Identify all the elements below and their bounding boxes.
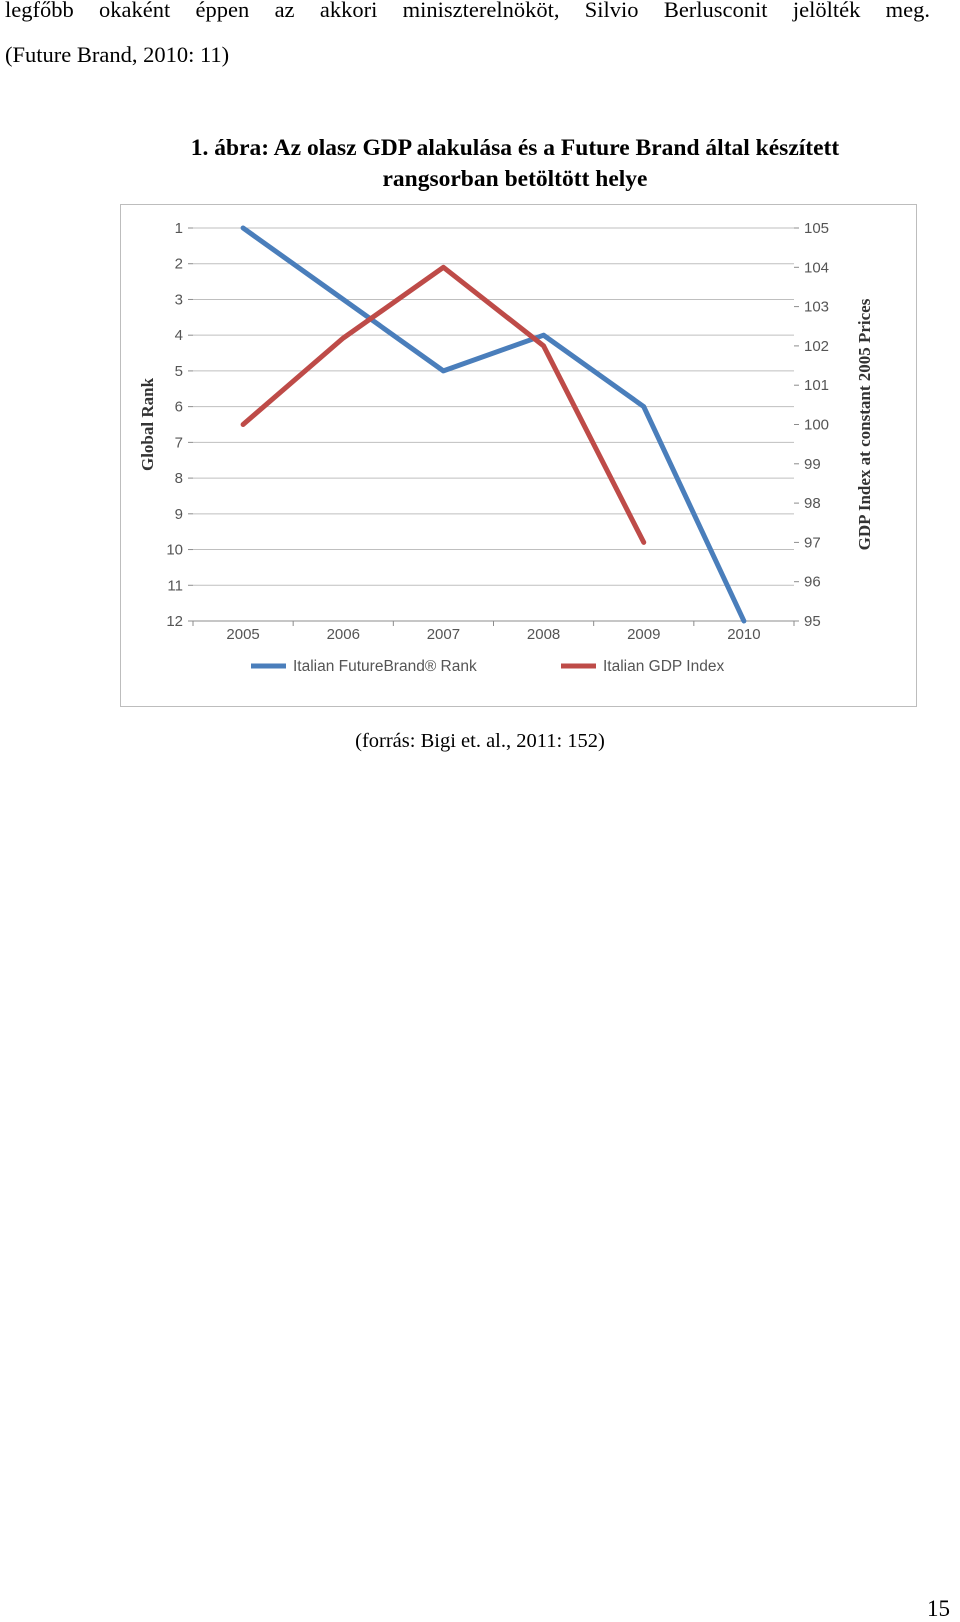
y-right-tick-label: 99 bbox=[804, 456, 821, 473]
y-left-tick-label: 2 bbox=[175, 256, 183, 273]
x-tick-label: 2005 bbox=[226, 626, 259, 643]
y-left-tick-label: 10 bbox=[166, 542, 183, 559]
y-left-tick-label: 11 bbox=[167, 577, 183, 594]
y-left-axis-title: Global Rank bbox=[138, 377, 157, 471]
y-left-tick-label: 9 bbox=[175, 506, 183, 523]
x-tick-label: 2007 bbox=[427, 626, 460, 643]
y-right-tick-label: 104 bbox=[804, 259, 829, 276]
y-right-tick-label: 103 bbox=[804, 299, 829, 316]
y-left-tick-label: 12 bbox=[166, 613, 183, 630]
figure-caption-line-2: rangsorban betöltött helye bbox=[382, 166, 648, 192]
figure-caption: 1. ábra: Az olasz GDP alakulása és a Fut… bbox=[120, 133, 910, 195]
y-right-axis-title: GDP Index at constant 2005 Prices bbox=[855, 298, 874, 550]
page-number: 15 bbox=[927, 1596, 950, 1621]
y-left-tick-label: 8 bbox=[175, 470, 183, 487]
x-tick-label: 2006 bbox=[327, 626, 360, 643]
figure-caption-line-1: 1. ábra: Az olasz GDP alakulása és a Fut… bbox=[190, 135, 840, 161]
y-right-tick-label: 102 bbox=[804, 338, 829, 355]
y-left-tick-label: 7 bbox=[175, 434, 183, 451]
y-left-tick-label: 5 bbox=[175, 363, 183, 380]
y-right-tick-label: 101 bbox=[804, 377, 829, 394]
y-left-tick-label: 3 bbox=[175, 291, 183, 308]
y-left-tick-label: 1 bbox=[175, 220, 183, 237]
legend-label: Italian GDP Index bbox=[603, 658, 724, 675]
x-tick-label: 2008 bbox=[527, 626, 560, 643]
y-right-tick-label: 97 bbox=[804, 534, 821, 551]
x-tick-label: 2010 bbox=[727, 626, 760, 643]
y-right-tick-label: 98 bbox=[804, 495, 821, 512]
y-left-tick-label: 6 bbox=[175, 399, 183, 416]
body-text-line-2: (Future Brand, 2010: 11) bbox=[5, 42, 230, 67]
y-right-tick-label: 96 bbox=[804, 574, 821, 591]
chart-frame: 1 2 3 4 5 6 7 8 9 10 11 12 95 96 97 98 99 100 101 102 103 104… bbox=[120, 204, 917, 707]
y-right-tick-label: 100 bbox=[804, 417, 829, 434]
series-line-2 bbox=[240, 264, 647, 545]
y-left-tick-label: 4 bbox=[175, 327, 183, 344]
y-right-tick-label: 95 bbox=[804, 613, 821, 630]
series-line-1 bbox=[240, 225, 747, 624]
body-text-line-1: legfőbb okaként éppen az akkori miniszte… bbox=[5, 0, 930, 22]
legend-label: Italian FutureBrand® Rank bbox=[293, 658, 477, 675]
figure-source: (forrás: Bigi et. al., 2011: 152) bbox=[355, 730, 605, 752]
y-right-tick-label: 105 bbox=[804, 220, 829, 237]
x-tick-label: 2009 bbox=[627, 626, 660, 643]
